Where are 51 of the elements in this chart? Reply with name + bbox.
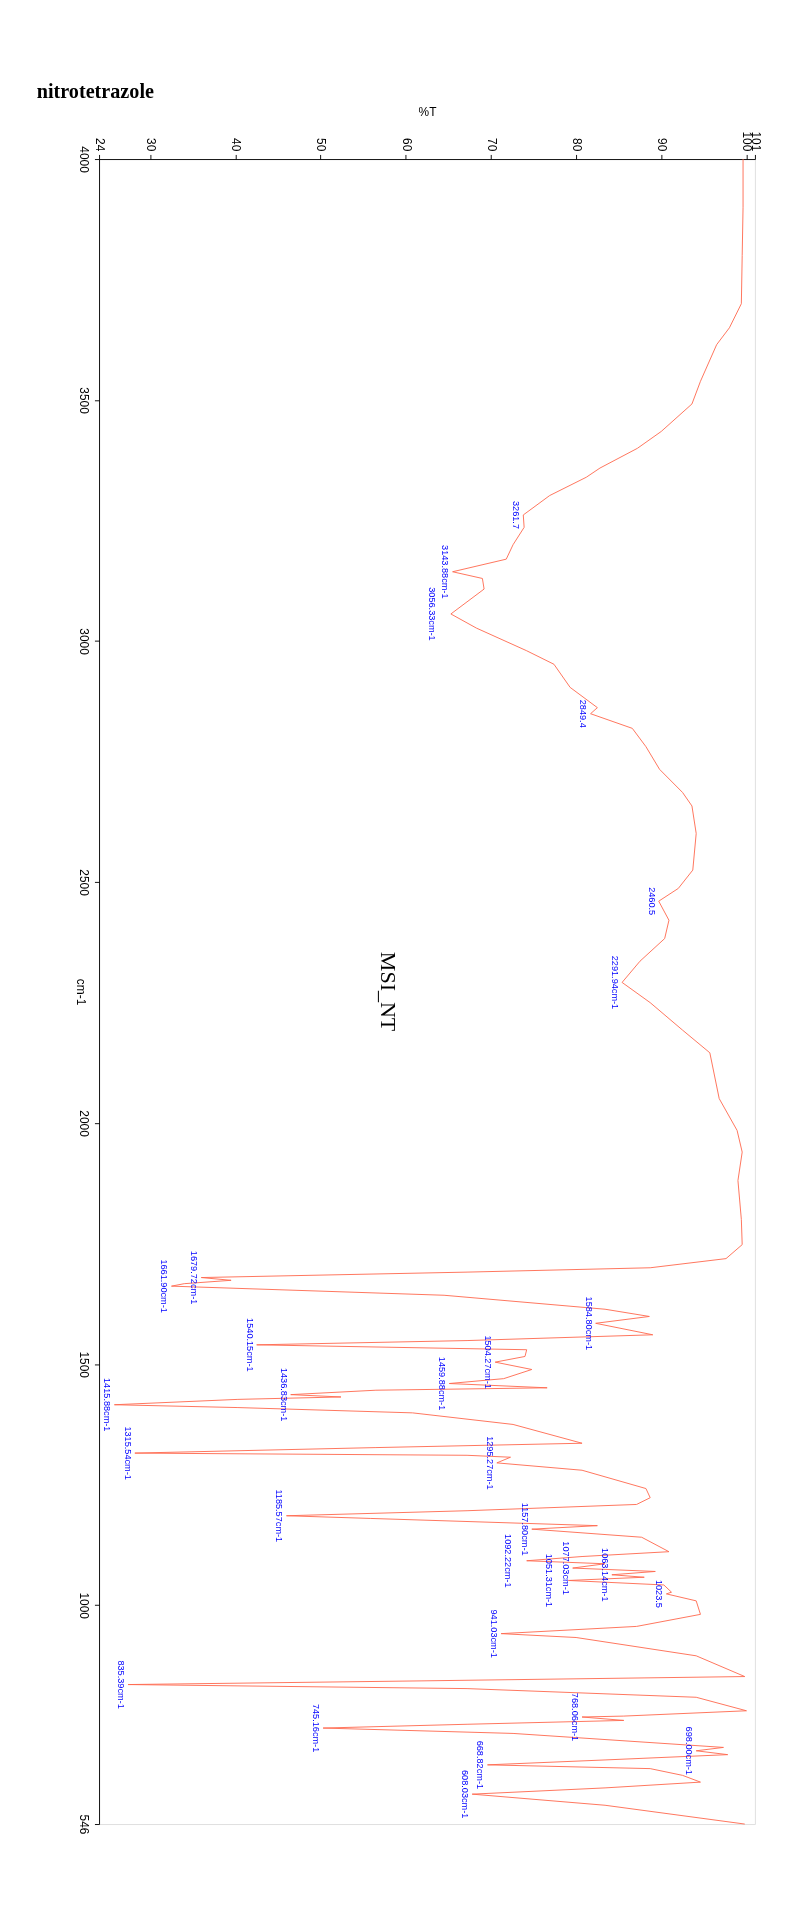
annotation: 668.82cm-1 xyxy=(475,1740,486,1790)
chart-title: nitrotetrazole xyxy=(36,79,154,102)
annotation: 1077.03cm-1 xyxy=(560,1541,571,1595)
annotation: 1415.88cm-1 xyxy=(102,1378,113,1432)
annotation: 1092.22cm-1 xyxy=(502,1534,513,1588)
annotation: 941.03cm-1 xyxy=(489,1609,500,1658)
y-tick-label: 1000 xyxy=(77,1592,92,1620)
annotation: 3261.7 xyxy=(511,500,522,529)
annotation: 698.00cm-1 xyxy=(684,1726,695,1775)
annotation: 3143.88cm-1 xyxy=(440,545,451,599)
x-tick-label: 70 xyxy=(484,138,499,152)
x-axis-title: %T xyxy=(418,104,437,119)
annotation: 608.03cm-1 xyxy=(460,1769,471,1819)
y-tick-label: 546 xyxy=(77,1814,92,1835)
y-axis-title: cm-1 xyxy=(73,978,88,1006)
annotation: 1679.72cm-1 xyxy=(189,1250,200,1305)
y-tick-label: 3000 xyxy=(77,628,92,656)
x-tick-label: 40 xyxy=(229,138,244,152)
annotation: 3056.33cm-1 xyxy=(426,587,437,641)
y-tick-label: 3500 xyxy=(77,387,92,415)
annotation: 745.16cm-1 xyxy=(311,1703,322,1753)
annotation: 2849.4 xyxy=(578,699,589,728)
annotation: 1051.31cm-1 xyxy=(544,1553,555,1608)
x-tick-label: 30 xyxy=(143,138,158,152)
annotation: 1504.27cm-1 xyxy=(483,1335,494,1389)
annotation: 1315.54cm-1 xyxy=(122,1426,133,1480)
annotation: 1584.80cm-1 xyxy=(583,1296,594,1351)
annotation: MSI_NT xyxy=(376,951,402,1032)
annotation: 1185.57cm-1 xyxy=(274,1489,285,1543)
y-tick-label: 4000 xyxy=(77,146,92,174)
annotation: 768.06cm-1 xyxy=(569,1692,580,1742)
annotation: 1436.83cm-1 xyxy=(278,1367,289,1422)
annotation: 1157.80cm-1 xyxy=(519,1502,530,1556)
x-tick-label: 50 xyxy=(314,138,329,152)
annotation: 1063.14cm-1 xyxy=(599,1548,610,1602)
annotation: 1459.88cm-1 xyxy=(437,1356,448,1411)
line-series xyxy=(113,158,747,1825)
x-tick-label: 80 xyxy=(569,138,584,152)
annotation: 1540.15cm-1 xyxy=(244,1318,255,1372)
annotation: 1023.5 xyxy=(654,1579,665,1608)
y-tick-label: 2500 xyxy=(77,869,92,897)
x-tick-label: 60 xyxy=(399,138,414,152)
x-tick-label: 24 xyxy=(92,138,107,152)
annotation: 2291.94cm-1 xyxy=(610,955,620,1010)
y-tick-label: 2000 xyxy=(77,1110,92,1138)
annotation: 1295.27cm-1 xyxy=(484,1436,495,1490)
annotation: 2460.5 xyxy=(646,887,657,916)
annotation: 1661.90cm-1 xyxy=(159,1259,170,1313)
annotation: 835.39cm-1 xyxy=(115,1660,126,1709)
y-tick-label: 1500 xyxy=(77,1351,92,1379)
x-tick-label: 90 xyxy=(655,138,670,152)
